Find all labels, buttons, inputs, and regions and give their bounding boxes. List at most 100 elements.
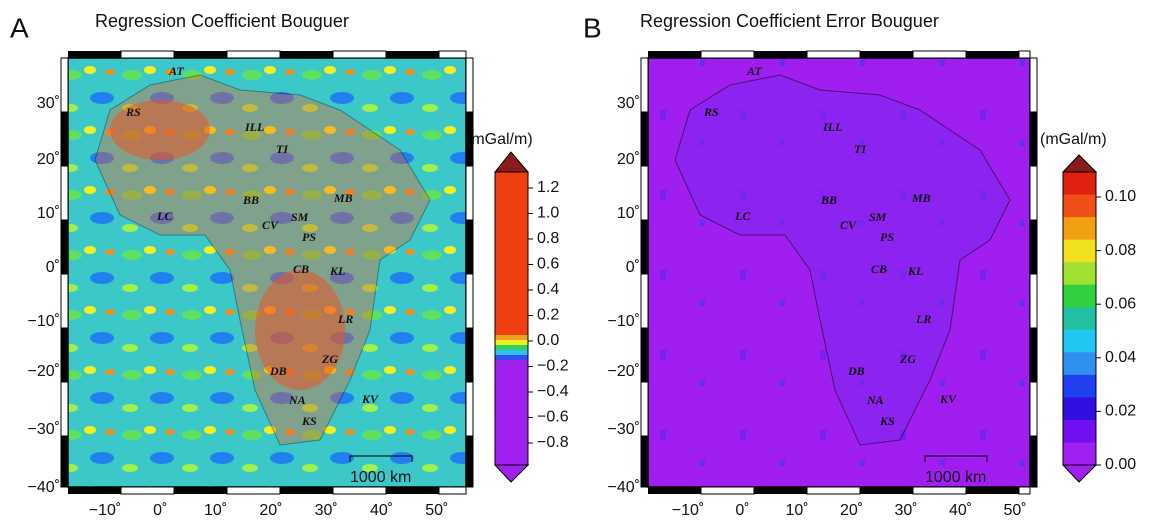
panel-title: Regression Coefficient Error Bouguer (640, 11, 939, 31)
frame-tick (648, 51, 701, 58)
region-label: PS (880, 230, 894, 244)
frame-tick (386, 51, 439, 58)
frame-tick (280, 51, 333, 58)
lat-label: 0˚ (46, 259, 60, 276)
region-label: KL (329, 264, 345, 278)
region-label: MB (333, 191, 353, 205)
frame-tick (226, 486, 281, 495)
region-label: MB (911, 191, 931, 205)
lon-label: 40˚ (949, 502, 972, 519)
frame-tick (1018, 486, 1031, 495)
region-label: LR (337, 312, 353, 326)
scale-bar (349, 455, 413, 462)
frame-tick (386, 487, 439, 494)
frame-tick (465, 435, 474, 488)
region-label: LC (734, 209, 751, 223)
colorbar-label: 0.2 (537, 307, 559, 324)
lat-label: −10˚ (608, 313, 640, 330)
lon-label: 10˚ (785, 502, 808, 519)
colorbar-cap (493, 464, 530, 483)
colorbar-b (1061, 154, 1098, 483)
anomaly (110, 100, 210, 160)
lon-label: 40˚ (370, 502, 393, 519)
lat-label: −40˚ (608, 479, 640, 496)
lat-label: 0˚ (626, 259, 640, 276)
frame-tick (465, 57, 474, 113)
frame-tick (640, 381, 649, 437)
colorbar-band (495, 340, 528, 345)
frame-tick (912, 486, 967, 495)
region-label: KS (301, 414, 317, 428)
colorbar-band (1063, 307, 1096, 331)
region-label: BB (242, 193, 259, 207)
colorbar-label: 0.0 (537, 332, 559, 349)
lon-label: 10˚ (204, 502, 227, 519)
lat-label: −20˚ (28, 363, 60, 380)
region-label: CV (840, 218, 857, 232)
colorbar-band (1063, 352, 1096, 376)
lat-label: 10˚ (617, 205, 640, 222)
frame-tick (60, 219, 69, 275)
lon-label: −10˚ (672, 502, 704, 519)
frame-tick (1029, 381, 1038, 437)
scale-bar (924, 455, 988, 462)
region-label: RS (125, 105, 141, 119)
frame-tick (68, 51, 121, 58)
lat-label: 10˚ (37, 205, 60, 222)
region-label: BB (820, 193, 837, 207)
lat-label: 30˚ (617, 95, 640, 112)
region-label: AT (746, 64, 762, 78)
region-label: KV (361, 392, 379, 406)
colorbar-frame (494, 171, 529, 466)
frame-tick (1029, 111, 1038, 167)
region-label: DB (847, 364, 865, 378)
lat-label: −40˚ (28, 479, 60, 496)
colorbar-band (495, 335, 528, 340)
colorbar-label: 0.4 (537, 281, 559, 298)
colorbar-label: −0.8 (537, 434, 569, 451)
frame-tick (966, 487, 1019, 494)
region-label: CB (293, 262, 309, 276)
frame-tick (60, 327, 69, 383)
region-label: SM (291, 210, 309, 224)
frame-tick (60, 381, 69, 437)
frame-tick (280, 487, 333, 494)
frame-tick (806, 486, 861, 495)
frame-tick (700, 50, 755, 59)
frame-tick (640, 111, 649, 167)
frame-tick (1029, 327, 1038, 383)
region-label: TI (276, 142, 289, 156)
frame-tick (68, 487, 121, 494)
region-label: PS (302, 230, 316, 244)
maps (68, 58, 1030, 487)
panel-letter: B (583, 12, 602, 43)
frame-tick (60, 165, 69, 221)
frame-tick (1018, 50, 1031, 59)
region-label: SM (869, 210, 887, 224)
region-label: LC (156, 209, 173, 223)
colorbar-band (1063, 329, 1096, 353)
region-label: ILL (822, 120, 842, 134)
lon-label: 20˚ (840, 502, 863, 519)
colorbar-band (1063, 397, 1096, 421)
region-label: CV (262, 218, 279, 232)
colorbar-band (1063, 239, 1096, 263)
colorbar-band (495, 360, 528, 465)
region-label: TI (854, 142, 867, 156)
frame-tick (640, 435, 649, 488)
colorbar-band (1063, 442, 1096, 466)
colorbar-band (495, 350, 528, 355)
frame-tick (640, 327, 649, 383)
frame-tick (465, 165, 474, 221)
region-label: LR (915, 312, 931, 326)
frame-tick (465, 327, 474, 383)
frame-tick (438, 486, 467, 495)
region-label: NA (866, 393, 884, 407)
colorbar-unit: (mGal/m) (1040, 131, 1107, 148)
frame-tick (332, 486, 387, 495)
lat-label: 20˚ (617, 151, 640, 168)
colorbar-band (1063, 217, 1096, 241)
frame-tick (120, 50, 175, 59)
colorbar-label: 0.10 (1105, 188, 1136, 205)
lat-label: 20˚ (37, 151, 60, 168)
